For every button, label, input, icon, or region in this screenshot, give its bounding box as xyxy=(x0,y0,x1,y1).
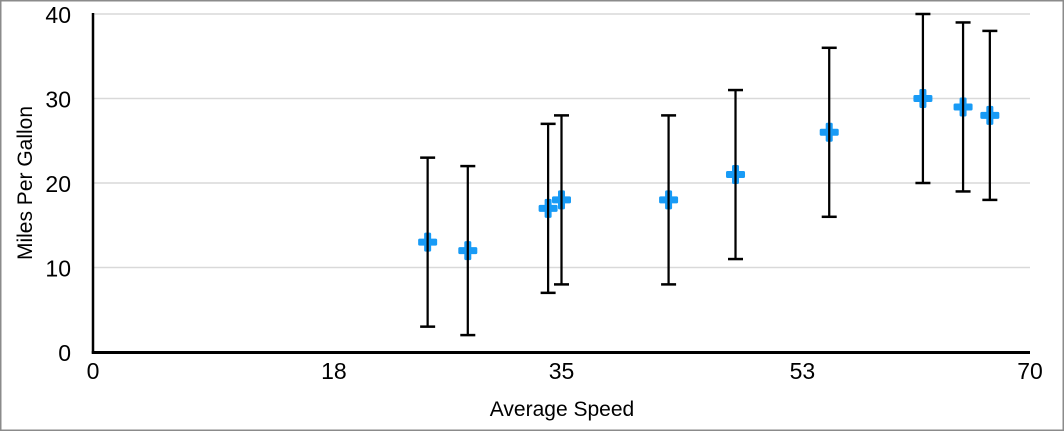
error-bar xyxy=(420,156,436,328)
y-tick-label: 30 xyxy=(45,87,71,113)
error-bar xyxy=(554,114,569,286)
y-tick-label: 40 xyxy=(45,2,71,28)
y-tick-label: 0 xyxy=(58,340,71,366)
error-bars xyxy=(420,12,998,337)
error-bar xyxy=(460,164,476,337)
x-tick-label: 70 xyxy=(1017,358,1043,384)
y-tick-label: 20 xyxy=(45,171,71,197)
error-bar xyxy=(915,12,931,185)
error-bar xyxy=(728,88,744,261)
y-axis-tick-labels: 0 10 20 30 40 xyxy=(45,2,71,366)
x-tick-label: 53 xyxy=(790,358,816,384)
x-tick-label: 35 xyxy=(549,358,575,384)
x-axis-title: Average Speed xyxy=(490,398,634,421)
error-bar xyxy=(821,46,837,219)
data-point-markers xyxy=(418,89,1000,261)
x-tick-label: 18 xyxy=(321,358,347,384)
x-axis-tick-labels: 0 18 35 53 70 xyxy=(87,358,1043,384)
y-axis-title: Miles Per Gallon xyxy=(14,106,37,260)
y-tick-label: 10 xyxy=(45,256,71,282)
error-bar xyxy=(661,114,677,286)
error-bar xyxy=(955,21,971,193)
error-bar xyxy=(982,29,998,202)
x-tick-label: 0 xyxy=(87,358,100,384)
error-bar xyxy=(540,122,556,295)
